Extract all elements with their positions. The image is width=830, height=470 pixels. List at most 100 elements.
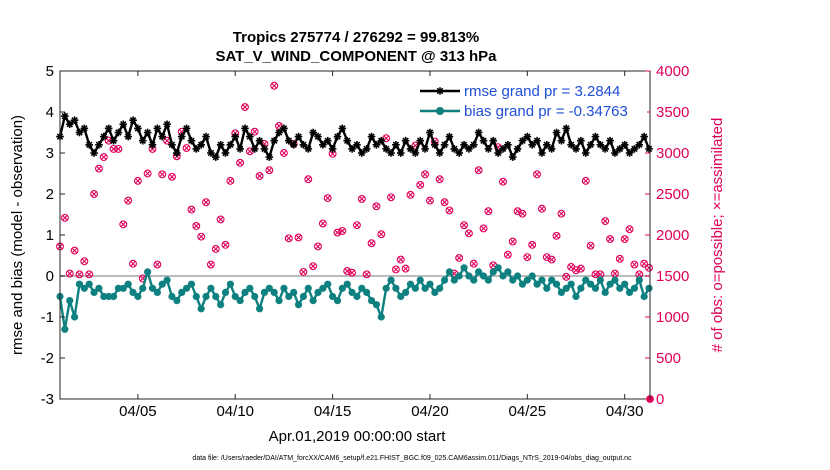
bias-point [426, 280, 434, 288]
bias-point [348, 288, 356, 296]
right-tick-label: 2500 [656, 186, 689, 203]
obs-assimilated-point [397, 256, 404, 263]
bias-point [489, 268, 497, 276]
obs-assimilated-point [81, 258, 88, 265]
bias-point [338, 284, 346, 292]
obs-possible-point [396, 255, 405, 264]
obs-possible-point [557, 209, 566, 218]
obs-assimilated-point [115, 145, 122, 152]
right-tick-label: 1500 [656, 268, 689, 285]
chart-title-line2: SAT_V_WIND_COMPONENT @ 313 hPa [215, 48, 497, 65]
obs-assimilated-point [621, 236, 628, 243]
rmse-point [567, 141, 575, 149]
bias-point [290, 288, 298, 296]
rmse-point [411, 149, 420, 157]
left-tick-label: -3 [41, 391, 54, 408]
obs-assimilated-point [587, 242, 594, 249]
obs-possible-point [192, 222, 201, 230]
rmse-point [270, 136, 278, 145]
rmse-point [211, 153, 220, 161]
rmse-point [187, 136, 196, 145]
obs-assimilated-point [519, 210, 526, 217]
rmse-point [630, 145, 639, 153]
rmse-point [552, 128, 561, 137]
rmse-point [616, 145, 624, 153]
obs-possible-point [270, 81, 279, 90]
bias-point [275, 297, 283, 305]
bias-point [392, 284, 400, 292]
obs-assimilated-point [295, 234, 302, 241]
bias-point [187, 280, 196, 288]
rmse-point [484, 145, 493, 153]
rmse-point [138, 136, 147, 145]
left-tick-label: 0 [46, 268, 54, 285]
bias-point [124, 280, 132, 288]
rmse-point [504, 141, 512, 149]
obs-assimilated-point [616, 255, 623, 262]
obs-assimilated-point [100, 154, 107, 161]
rmse-point [134, 124, 142, 133]
bias-point [509, 276, 517, 284]
rmse-point [406, 145, 415, 153]
obs-possible-point [513, 207, 522, 216]
bias-point [455, 272, 463, 280]
obs-possible-point [80, 257, 89, 266]
obs-possible-point [85, 270, 94, 279]
obs-assimilated-point [164, 137, 171, 144]
obs-possible-point [625, 225, 634, 234]
bias-point [445, 268, 454, 276]
obs-possible-point [133, 176, 142, 185]
rmse-point [80, 124, 89, 133]
obs-assimilated-point [95, 165, 102, 172]
bias-point [640, 292, 648, 301]
obs-assimilated-point [543, 254, 550, 261]
rmse-point [353, 141, 361, 149]
bias-point [324, 280, 332, 288]
obs-assimilated-point [280, 150, 287, 156]
rmse-point [65, 120, 74, 129]
bias-point [270, 288, 278, 296]
bias-point [221, 288, 230, 296]
bias-point [71, 313, 79, 321]
obs-possible-point [552, 231, 561, 240]
obs-possible-point [182, 144, 191, 153]
bias-point [358, 284, 366, 292]
rmse-point [250, 145, 259, 153]
rmse-point [479, 136, 488, 145]
obs-possible-point [445, 206, 454, 215]
obs-assimilated-point [251, 128, 258, 135]
rmse-point [143, 128, 152, 137]
rmse-point [207, 149, 215, 157]
rmse-point [469, 141, 478, 149]
legend-box [415, 78, 647, 122]
rmse-point [645, 145, 653, 153]
obs-assimilated-point [504, 251, 511, 258]
rmse-point [289, 141, 298, 149]
obs-assimilated-point [105, 137, 112, 144]
bias-point [382, 284, 390, 292]
obs-possible-point [90, 190, 99, 198]
bias-point [333, 297, 342, 305]
obs-assimilated-point [641, 260, 648, 267]
left-tick-label: 5 [46, 63, 54, 80]
obs-assimilated-point [168, 173, 175, 180]
rmse-point [372, 141, 381, 149]
obs-assimilated-point [315, 243, 321, 250]
rmse-point [304, 145, 313, 153]
obs-possible-point [547, 255, 556, 264]
bias-point [484, 276, 492, 284]
obs-assimilated-point [514, 208, 521, 215]
obs-possible-point [314, 242, 322, 251]
rmse-point [343, 136, 352, 145]
bias-point [494, 264, 502, 272]
rmse-point [114, 128, 123, 137]
rmse-point [392, 141, 400, 149]
bias-point [246, 284, 254, 292]
bias-point [411, 284, 419, 292]
rmse-point [119, 120, 128, 129]
rmse-point [450, 145, 459, 153]
obs-assimilated-point [217, 216, 224, 223]
obs-assimilated-point [193, 222, 200, 229]
obs-assimilated-point [422, 171, 429, 178]
bias-point [280, 284, 288, 292]
